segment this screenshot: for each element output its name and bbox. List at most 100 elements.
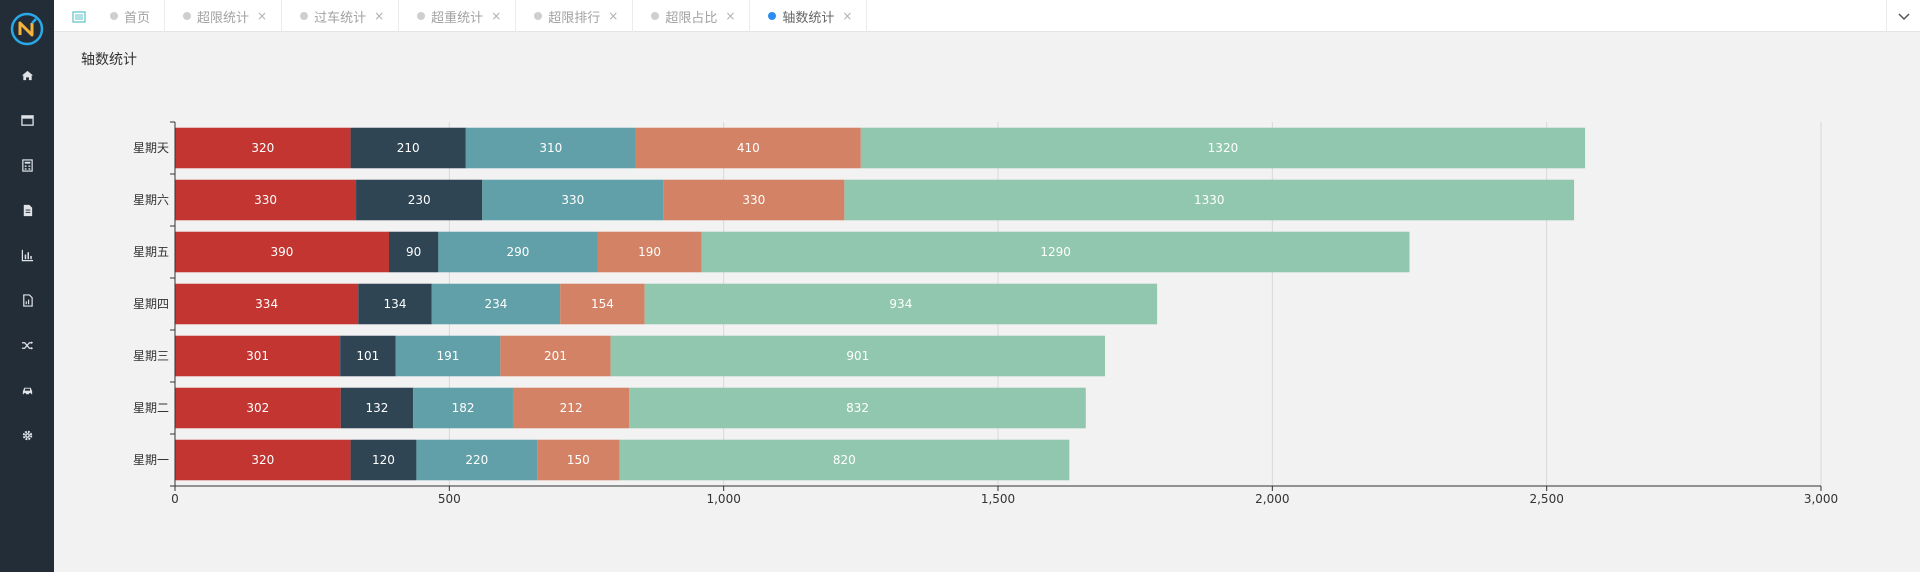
bar-segment	[860, 127, 1586, 169]
bar-value-label: 132	[365, 401, 388, 415]
bar-segment	[663, 179, 845, 221]
bar-value-label: 101	[356, 349, 379, 363]
tab-status-dot	[110, 12, 118, 20]
sidebar	[0, 0, 54, 572]
bar-value-label: 334	[255, 297, 278, 311]
bar-value-label: 302	[246, 401, 269, 415]
sidebar-item-settings[interactable]	[0, 413, 54, 458]
bar-value-label: 832	[846, 401, 869, 415]
bar-segment	[629, 387, 1086, 429]
document-icon	[23, 204, 32, 217]
axle-count-chart: 320 120 220 150 820 星期一 302 132 182 212 832 星期二 301 1…	[133, 121, 1838, 506]
bar-value-label: 901	[846, 349, 869, 363]
bar-segment	[350, 439, 417, 481]
bar-value-label: 201	[544, 349, 567, 363]
bar-segment	[635, 127, 861, 169]
category-label: 星期四	[133, 297, 169, 311]
bar-value-label: 330	[742, 193, 765, 207]
x-tick-label: 1,000	[706, 492, 740, 506]
sidebar-item-calculator[interactable]	[0, 143, 54, 188]
tab-0[interactable]: 首页	[94, 0, 166, 32]
bar-segment	[350, 127, 466, 169]
sidebar-item-home[interactable]	[0, 53, 54, 98]
bar-segment	[175, 127, 351, 169]
bar-value-label: 210	[397, 141, 420, 155]
bar-segment	[610, 335, 1105, 377]
file-chart-icon	[22, 294, 33, 307]
bar-value-label: 934	[889, 297, 912, 311]
bar-value-label: 390	[271, 245, 294, 259]
tab-dropdown-button[interactable]	[1886, 0, 1920, 32]
bar-value-label: 320	[251, 453, 274, 467]
tab-close-icon[interactable]: ×	[374, 9, 385, 23]
page-title: 轴数统计	[81, 52, 137, 68]
tab-2[interactable]: 过车统计 ×	[282, 0, 400, 32]
tab-close-icon[interactable]: ×	[608, 9, 619, 23]
car-icon	[22, 387, 32, 396]
bar-value-label: 320	[251, 141, 274, 155]
tab-5[interactable]: 超限占比 ×	[633, 0, 751, 32]
tab-status-dot	[534, 12, 543, 20]
sidebar-item-vehicle[interactable]	[0, 368, 54, 413]
bar-segment	[395, 335, 501, 377]
shuffle-icon	[21, 341, 33, 350]
bar-value-label: 234	[485, 297, 508, 311]
category-label: 星期五	[133, 245, 169, 259]
sidebar-item-report[interactable]	[0, 278, 54, 323]
x-tick-label: 2,500	[1529, 492, 1563, 506]
bar-segment	[413, 387, 513, 429]
tab-close-icon[interactable]: ×	[257, 9, 268, 23]
bar-value-label: 154	[591, 297, 614, 311]
bar-segment	[388, 231, 439, 273]
tab-4[interactable]: 超限排行 ×	[516, 0, 634, 32]
sidebar-item-statistics[interactable]	[0, 233, 54, 278]
bar-segment	[175, 231, 389, 273]
bar-segment	[356, 179, 483, 221]
sidebar-item-document[interactable]	[0, 188, 54, 233]
bar-chart-icon	[21, 249, 33, 262]
bar-segment	[340, 387, 414, 429]
bar-value-label: 190	[638, 245, 661, 259]
bar-segment	[500, 335, 611, 377]
tab-close-icon[interactable]: ×	[842, 9, 853, 23]
tab-label: 轴数统计	[782, 10, 835, 26]
bar-segment	[431, 283, 561, 325]
tab-1[interactable]: 超限统计 ×	[165, 0, 283, 32]
bar-value-label: 301	[246, 349, 269, 363]
category-label: 星期天	[133, 141, 169, 155]
bar-segment	[619, 439, 1070, 481]
category-label: 星期六	[133, 193, 169, 207]
menu-toggle-icon[interactable]	[72, 9, 86, 23]
bar-value-label: 220	[465, 453, 488, 467]
bar-value-label: 212	[560, 401, 583, 415]
tab-3[interactable]: 超重统计 ×	[399, 0, 517, 32]
tab-status-dot	[300, 12, 309, 20]
tab-status-dot	[651, 12, 660, 20]
tab-label: 首页	[124, 10, 151, 26]
category-label: 星期一	[133, 453, 169, 467]
bar-segment	[438, 231, 598, 273]
tab-6[interactable]: 轴数统计 ×	[750, 0, 868, 32]
bar-value-label: 120	[372, 453, 395, 467]
x-tick-label: 3,000	[1804, 492, 1838, 506]
tab-label: 超重统计	[431, 10, 484, 26]
bar-value-label: 410	[737, 141, 760, 155]
tab-close-icon[interactable]: ×	[491, 9, 502, 23]
x-tick-label: 2,000	[1255, 492, 1289, 506]
category-label: 星期二	[133, 401, 169, 415]
bar-value-label: 134	[384, 297, 407, 311]
x-tick-label: 500	[438, 492, 461, 506]
bar-segment	[512, 387, 630, 429]
sidebar-item-shuffle[interactable]	[0, 323, 54, 368]
bar-value-label: 90	[406, 245, 421, 259]
app-logo[interactable]	[10, 12, 44, 46]
chevron-down-icon	[1897, 13, 1910, 21]
bar-segment	[175, 335, 341, 377]
bar-value-label: 230	[408, 193, 431, 207]
sidebar-item-window[interactable]	[0, 98, 54, 143]
tab-close-icon[interactable]: ×	[725, 9, 736, 23]
bar-segment	[482, 179, 664, 221]
bar-value-label: 330	[254, 193, 277, 207]
bar-value-label: 820	[833, 453, 856, 467]
